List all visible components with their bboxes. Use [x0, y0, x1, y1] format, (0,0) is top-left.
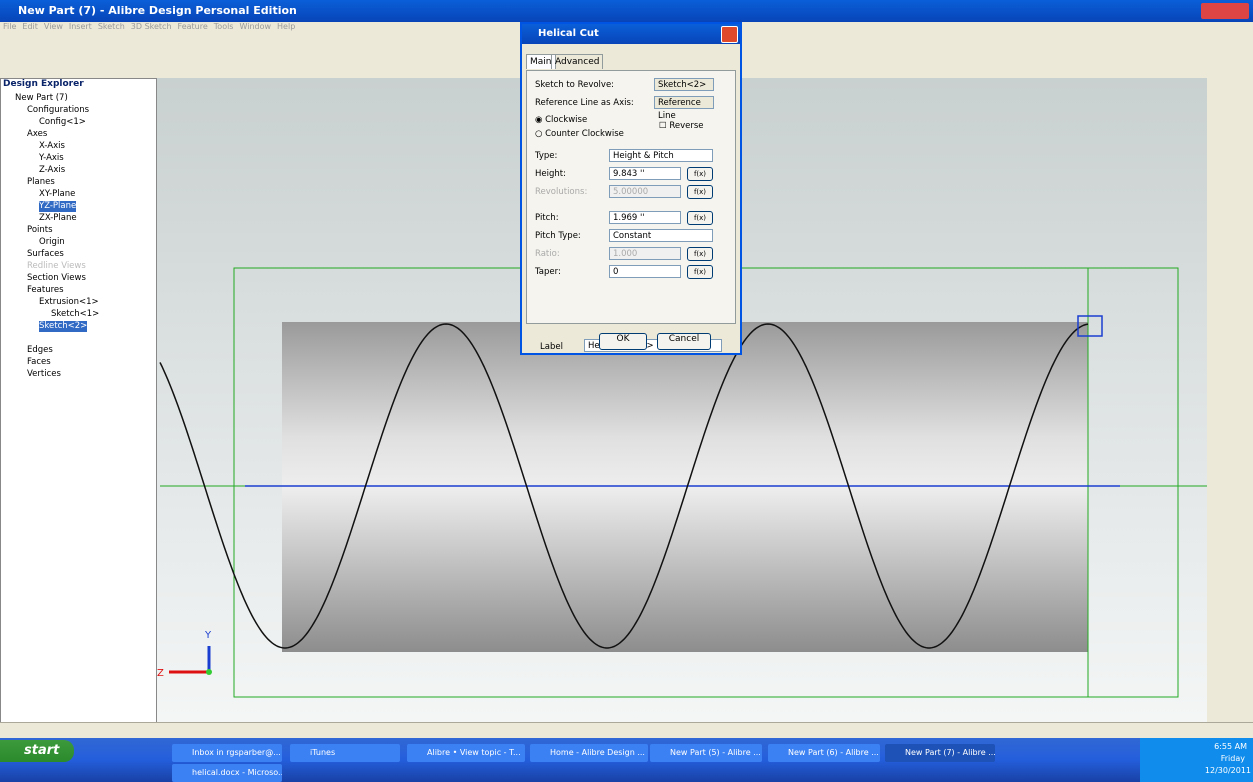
- window-title: New Part (7) - Alibre Design Personal Ed…: [18, 4, 297, 17]
- tree-item[interactable]: X-Axis: [39, 141, 65, 152]
- clock: 6:55 AM: [1214, 742, 1247, 751]
- checkbox[interactable]: ☐ Reverse: [659, 121, 704, 131]
- tree-item[interactable]: Redline Views: [27, 261, 86, 272]
- fx-button[interactable]: f(x): [687, 211, 713, 225]
- field-input[interactable]: 1.000: [609, 247, 681, 260]
- tree-item[interactable]: Configurations: [27, 105, 89, 116]
- menu-item[interactable]: Window: [239, 22, 271, 31]
- field-label: Pitch Type:: [535, 231, 581, 241]
- tree-item[interactable]: Z-Axis: [39, 165, 65, 176]
- radio[interactable]: ◉ Clockwise: [535, 115, 587, 125]
- field-input[interactable]: Height & Pitch: [609, 149, 713, 162]
- dialog-title: Helical Cut: [538, 28, 599, 39]
- tree-item[interactable]: New Part (7): [15, 93, 68, 104]
- menu-item[interactable]: Feature: [178, 22, 208, 31]
- title-bar: New Part (7) - Alibre Design Personal Ed…: [0, 0, 1253, 22]
- design-explorer: Design Explorer New Part (7)Configuratio…: [0, 78, 157, 724]
- taskbar-item[interactable]: Alibre • View topic - T...: [407, 744, 525, 762]
- tree-item[interactable]: Surfaces: [27, 249, 64, 260]
- fx-button[interactable]: f(x): [687, 265, 713, 279]
- menu-item[interactable]: Edit: [22, 22, 38, 31]
- field-label: Type:: [535, 151, 557, 161]
- tree-item[interactable]: Origin: [39, 237, 65, 248]
- taskbar-item[interactable]: Home - Alibre Design ...: [530, 744, 648, 762]
- field-label: Sketch to Revolve:: [535, 80, 614, 90]
- cylinder: [282, 322, 1088, 652]
- tree-item[interactable]: Sketch<2>: [39, 321, 87, 332]
- tree-item[interactable]: Features: [27, 285, 64, 296]
- start-button[interactable]: start: [0, 740, 74, 762]
- field-input[interactable]: 0: [609, 265, 681, 278]
- panel-title: Design Explorer: [3, 79, 84, 89]
- tree-item[interactable]: Faces: [27, 357, 51, 368]
- tray: 6:55 AM Friday 12/30/2011: [1140, 738, 1253, 782]
- field-label: Pitch:: [535, 213, 559, 223]
- menu-item[interactable]: 3D Sketch: [131, 22, 172, 31]
- tree-item[interactable]: Points: [27, 225, 53, 236]
- reference-button[interactable]: Reference Line: [654, 96, 714, 109]
- menu-item[interactable]: Help: [277, 22, 295, 31]
- origin: [206, 669, 212, 675]
- ok-button[interactable]: OK: [599, 333, 647, 350]
- tab-panel: Sketch to Revolve: Sketch<2> Reference L…: [526, 70, 736, 324]
- taskbar-item[interactable]: New Part (5) - Alibre ...: [650, 744, 762, 762]
- dialog: Helical Cut Main Advanced Sketch to Revo…: [520, 22, 742, 355]
- close-button[interactable]: [721, 26, 738, 43]
- menu-item[interactable]: Sketch: [98, 22, 125, 31]
- tree-item[interactable]: XY-Plane: [39, 189, 75, 200]
- tree-item[interactable]: Sketch<1>: [51, 309, 99, 320]
- day: Friday: [1221, 754, 1245, 763]
- menu-item[interactable]: Tools: [214, 22, 234, 31]
- menu-item[interactable]: File: [3, 22, 16, 31]
- field-input[interactable]: 1.969 '': [609, 211, 681, 224]
- tree-item[interactable]: Vertices: [27, 369, 61, 380]
- radio-label: Clockwise: [545, 115, 587, 125]
- menu-item[interactable]: Insert: [69, 22, 92, 31]
- screen: New Part (7) - Alibre Design Personal Ed…: [0, 0, 1253, 782]
- tree-item[interactable]: Section Views: [27, 273, 86, 284]
- tree-item[interactable]: ZX-Plane: [39, 213, 77, 224]
- taskbar-item[interactable]: New Part (7) - Alibre ...: [885, 744, 995, 762]
- field-label: Taper:: [535, 267, 561, 277]
- label-caption: Label: [540, 342, 563, 352]
- field-label: Reference Line as Axis:: [535, 98, 634, 108]
- taskbar-item[interactable]: New Part (6) - Alibre ...: [768, 744, 880, 762]
- field-label: Revolutions:: [535, 187, 587, 197]
- window-controls[interactable]: [1201, 3, 1249, 19]
- field-input[interactable]: Constant: [609, 229, 713, 242]
- fx-button[interactable]: f(x): [687, 185, 713, 199]
- sketch-button[interactable]: Sketch<2>: [654, 78, 714, 91]
- field-label: Height:: [535, 169, 566, 179]
- menu-item[interactable]: View: [44, 22, 63, 31]
- taskbar-item[interactable]: iTunes: [290, 744, 400, 762]
- status-bar: [0, 722, 1253, 739]
- tree-item[interactable]: YZ-Plane: [39, 201, 76, 212]
- taskbar-item[interactable]: Inbox in rgsparber@...: [172, 744, 282, 762]
- fx-button[interactable]: f(x): [687, 247, 713, 261]
- tree-item[interactable]: Planes: [27, 177, 55, 188]
- axis-label: Z: [157, 668, 164, 679]
- taskbar-item[interactable]: helical.docx - Microso...: [172, 764, 282, 782]
- date: 12/30/2011: [1205, 766, 1251, 775]
- tree-item[interactable]: Edges: [27, 345, 53, 356]
- radio-label: Counter Clockwise: [545, 129, 624, 139]
- fx-button[interactable]: f(x): [687, 167, 713, 181]
- radio[interactable]: ○ Counter Clockwise: [535, 129, 624, 139]
- field-label: Ratio:: [535, 249, 560, 259]
- tree-item[interactable]: Y-Axis: [39, 153, 64, 164]
- field-input[interactable]: 9.843 '': [609, 167, 681, 180]
- checkbox-label: Reverse: [669, 121, 703, 131]
- tree-item[interactable]: Config<1>: [39, 117, 86, 128]
- right-toolbar: [1207, 78, 1253, 722]
- tree-item[interactable]: Axes: [27, 129, 47, 140]
- tree-item[interactable]: Extrusion<1>: [39, 297, 99, 308]
- menu-bar: File Edit View Insert Sketch 3D Sketch Feature…: [0, 22, 520, 33]
- axis-label: Y: [204, 630, 212, 641]
- field-input[interactable]: 5.00000: [609, 185, 681, 198]
- tab[interactable]: Advanced: [551, 54, 603, 69]
- dialog-title-bar: Helical Cut: [522, 24, 740, 44]
- cancel-button[interactable]: Cancel: [657, 333, 711, 350]
